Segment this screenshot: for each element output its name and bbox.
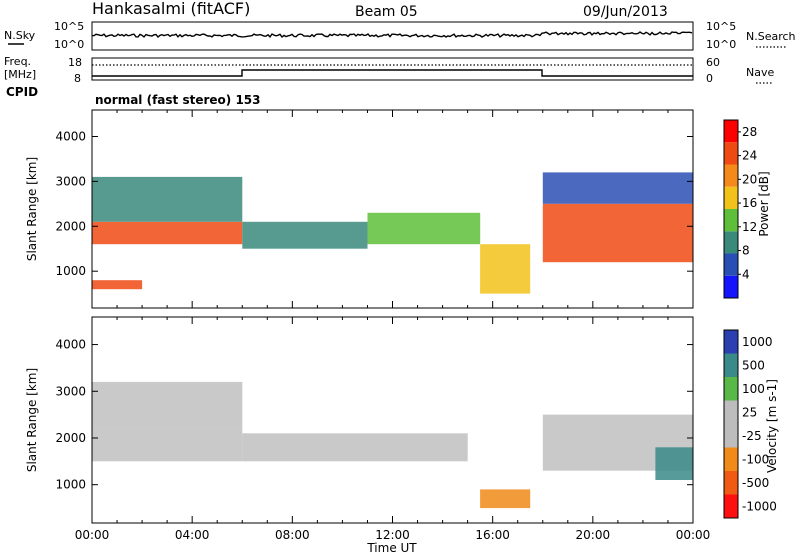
velocity-data-layer — [92, 381, 694, 509]
ytick-label-2: 3000 — [55, 174, 86, 188]
xtick-label-0: 00:00 — [75, 528, 110, 542]
power-colorbar-swatch-2 — [724, 231, 738, 254]
power-colorbar-swatch-0 — [724, 275, 738, 298]
velocity-colorbar-swatch-3 — [724, 400, 738, 424]
power-colorbar-label: Power [dB] — [757, 171, 771, 236]
scatter-band-5 — [655, 447, 693, 480]
velocity-colorbar-swatch-4 — [724, 424, 738, 448]
power-panel: 1000 2000 3000 4000 Slant Range [km] — [25, 109, 694, 309]
nave-label: Nave — [746, 66, 774, 79]
velocity-cbar-label-0: 1000 — [742, 335, 773, 349]
velocity-colorbar-swatch-1 — [724, 353, 738, 377]
scatter-band-6 — [542, 203, 694, 263]
scatter-band-0 — [92, 221, 243, 245]
power-colorbar: 4 8 12 16 20 24 28 — [723, 119, 757, 299]
ytick-label-1: 2000 — [55, 431, 86, 445]
freq-panel: Freq. [MHz] 18 8 60 0 Nave — [4, 55, 774, 85]
power-colorbar-frame — [723, 119, 739, 299]
scatter-band-1 — [92, 176, 243, 222]
velocity-cbar-label-3: 25 — [742, 405, 757, 419]
velocity-cbar-label-7: -1000 — [742, 499, 777, 513]
ytick-label-1: 2000 — [55, 219, 86, 233]
freq-tick-top: 18 — [68, 56, 82, 69]
power-colorbar-swatch-4 — [724, 186, 738, 209]
xtick-label-5: 20:00 — [576, 528, 611, 542]
xtick-label-4: 16:00 — [475, 528, 510, 542]
freq-label: Freq. — [4, 55, 31, 68]
velocity-y-axis: 1000 2000 3000 4000 — [55, 317, 694, 523]
time-axis-label: Time UT — [366, 541, 417, 554]
power-cbar-label-1: 8 — [742, 244, 750, 258]
power-cbar-label-4: 20 — [742, 172, 757, 186]
ytick-label-3: 4000 — [55, 338, 86, 352]
power-colorbar-swatch-7 — [724, 120, 738, 143]
xtick-label-3: 12:00 — [375, 528, 410, 542]
velocity-ylabel: Slant Range [km] — [25, 368, 39, 472]
ytick-label-2: 3000 — [55, 384, 86, 398]
nsearch-tick-bottom: 10^0 — [706, 38, 736, 51]
power-cbar-label-0: 4 — [742, 267, 750, 281]
power-cbar-label-5: 24 — [742, 149, 757, 163]
power-colorbar-swatch-5 — [724, 164, 738, 187]
beam-title: Beam 05 — [355, 4, 418, 20]
scatter-band-0 — [92, 428, 243, 462]
scatter-band-2 — [92, 280, 143, 290]
scatter-band-1 — [92, 381, 243, 429]
time-axis: 00:00 04:00 08:00 12:00 16:00 20:00 00:00 — [75, 528, 711, 542]
velocity-colorbar-label: Velocity [m s-1] — [765, 379, 779, 473]
nsky-tick-top: 10^5 — [54, 20, 84, 33]
velocity-cbar-label-2: 100 — [742, 382, 765, 396]
power-cbar-label-6: 28 — [742, 125, 757, 139]
scatter-band-4 — [367, 212, 481, 245]
ytick-label-0: 1000 — [55, 478, 86, 492]
freq-unit-label: [MHz] — [4, 68, 36, 81]
velocity-colorbar-swatch-0 — [724, 330, 738, 354]
nsearch-label: N.Search — [746, 30, 796, 43]
power-colorbar-swatch-6 — [724, 142, 738, 165]
velocity-colorbar-frame — [723, 329, 739, 519]
cpid-program: normal (fast stereo) 153 — [95, 93, 261, 107]
velocity-colorbar-swatch-2 — [724, 377, 738, 401]
velocity-colorbar-swatch-5 — [724, 447, 738, 471]
velocity-colorbar: 1000 500 100 25 -25 -100 -500 -1000 — [723, 329, 777, 519]
power-y-axis: 1000 2000 3000 4000 — [55, 110, 694, 308]
nave-tick-bottom: 0 — [706, 72, 713, 85]
scatter-band-7 — [542, 172, 694, 204]
velocity-cbar-label-5: -100 — [742, 452, 769, 466]
nsky-label: N.Sky — [4, 29, 36, 42]
velocity-colorbar-swatch-7 — [724, 494, 738, 518]
station-title: Hankasalmi (fitACF) — [92, 0, 250, 18]
date-title: 09/Jun/2013 — [583, 4, 668, 20]
scatter-band-5 — [480, 244, 531, 294]
xtick-label-6: 00:00 — [676, 528, 711, 542]
freq-tick-bottom: 8 — [74, 72, 81, 85]
nsky-tick-bottom: 10^0 — [54, 38, 84, 51]
ytick-label-3: 4000 — [55, 129, 86, 143]
velocity-colorbar-swatch-6 — [724, 471, 738, 495]
power-colorbar-swatch-3 — [724, 209, 738, 232]
power-data-layer — [92, 172, 694, 294]
ytick-label-0: 1000 — [55, 264, 86, 278]
power-colorbar-swatch-1 — [724, 253, 738, 276]
velocity-cbar-label-4: -25 — [742, 429, 762, 443]
power-cbar-label-2: 12 — [742, 220, 757, 234]
power-cbar-label-3: 16 — [742, 196, 757, 210]
nsky-panel: N.Sky 10^5 10^0 10^5 10^0 N.Search — [4, 20, 796, 51]
velocity-cbar-label-1: 500 — [742, 358, 765, 372]
xtick-label-2: 08:00 — [275, 528, 310, 542]
scatter-band-2 — [242, 433, 468, 462]
velocity-cbar-label-6: -500 — [742, 476, 769, 490]
scatter-band-3 — [480, 489, 531, 509]
cpid-label: CPID — [6, 85, 38, 99]
nave-tick-top: 60 — [706, 56, 720, 69]
scatter-band-3 — [242, 221, 368, 249]
power-ylabel: Slant Range [km] — [25, 157, 39, 261]
nsearch-tick-top: 10^5 — [706, 20, 736, 33]
freq-frame — [91, 57, 694, 81]
nsky-series — [91, 31, 693, 39]
freq-series — [92, 69, 693, 77]
xtick-label-1: 04:00 — [175, 528, 210, 542]
velocity-panel: 1000 2000 3000 4000 Slant Range [km] — [25, 316, 694, 524]
